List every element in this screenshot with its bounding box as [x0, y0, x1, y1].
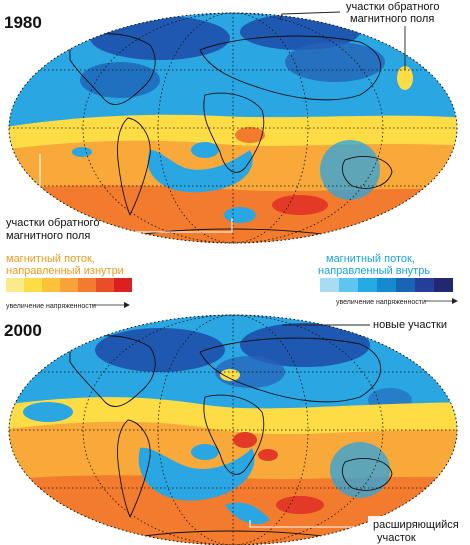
reverse-patches-top-annotation: участки обратного магнитного поля	[279, 0, 470, 70]
legend-outward-swatch-2	[24, 278, 42, 292]
legend-inward-title-line2: направленный внутрь	[318, 265, 430, 277]
legend-outward-swatch-7	[114, 278, 132, 292]
legend-outward-title-line2: направленный изнутри	[6, 265, 124, 277]
legend-inward-scale-label: увеличение напряженности	[336, 299, 426, 306]
expanding-patch-line2: участок	[377, 532, 416, 544]
legend-outward-swatch-6	[96, 278, 114, 292]
legend-inward-swatch-6	[415, 278, 434, 292]
legend-outward-swatch-1	[6, 278, 24, 292]
map-1980-year: 1980	[4, 13, 42, 32]
reverse-patches-top-leader	[279, 11, 341, 21]
map-2000: 2000 новые участки расширяющийся участок	[4, 314, 470, 545]
reverse-patches-top-line2: магнитного поля	[350, 13, 434, 25]
legend: магнитный поток, направленный изнутри ув…	[6, 253, 458, 310]
legend-outward-swatch-4	[60, 278, 78, 292]
legend-inward-scale	[320, 278, 453, 292]
legend-inward-swatch-7	[434, 278, 453, 292]
legend-outward-scale-label: увеличение напряженности	[6, 303, 96, 310]
map-2000-year: 2000	[4, 321, 42, 340]
reverse-patches-left-leader	[8, 154, 41, 221]
reverse-patches-top-line1: участки обратного	[346, 1, 439, 13]
legend-outward: магнитный поток, направленный изнутри ув…	[6, 253, 132, 310]
legend-outward-swatch-3	[42, 278, 60, 292]
new-patches-label: новые участки	[373, 319, 447, 331]
map-1980: 1980 участки обратного магнитного поля у…	[4, 0, 470, 244]
map-2000-field	[9, 315, 457, 545]
legend-outward-title-line1: магнитный поток,	[6, 253, 95, 265]
legend-inward-title-line1: магнитный поток,	[326, 253, 415, 265]
legend-inward-swatch-3	[358, 278, 377, 292]
legend-outward-swatch-5	[78, 278, 96, 292]
legend-inward-swatch-1	[320, 278, 339, 292]
expanding-patch-line1: расширяющийся	[373, 519, 459, 531]
new-patches-annotation: новые участки	[282, 316, 470, 332]
expanding-patch-leader	[249, 520, 366, 528]
reverse-patches-left-annotation: участки обратного магнитного поля	[6, 154, 233, 242]
legend-inward-swatch-2	[339, 278, 358, 292]
expanding-patch-annotation: расширяющийся участок	[249, 516, 470, 545]
legend-inward: магнитный поток, направленный внутрь уве…	[318, 253, 458, 306]
reverse-patches-left-leader-2	[118, 218, 233, 233]
map-2000-coastlines	[69, 335, 393, 541]
legend-inward-swatch-4	[377, 278, 396, 292]
reverse-patches-left-line1: участки обратного	[6, 217, 99, 229]
legend-inward-swatch-5	[396, 278, 415, 292]
legend-outward-scale	[6, 278, 132, 292]
reverse-patches-left-line2: магнитного поля	[6, 230, 90, 242]
